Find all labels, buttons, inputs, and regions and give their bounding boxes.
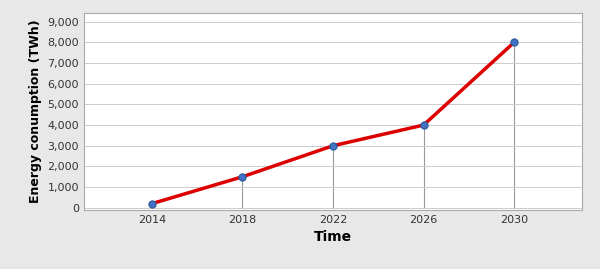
X-axis label: Time: Time [314,230,352,244]
Y-axis label: Energy conumption (TWh): Energy conumption (TWh) [29,20,42,203]
